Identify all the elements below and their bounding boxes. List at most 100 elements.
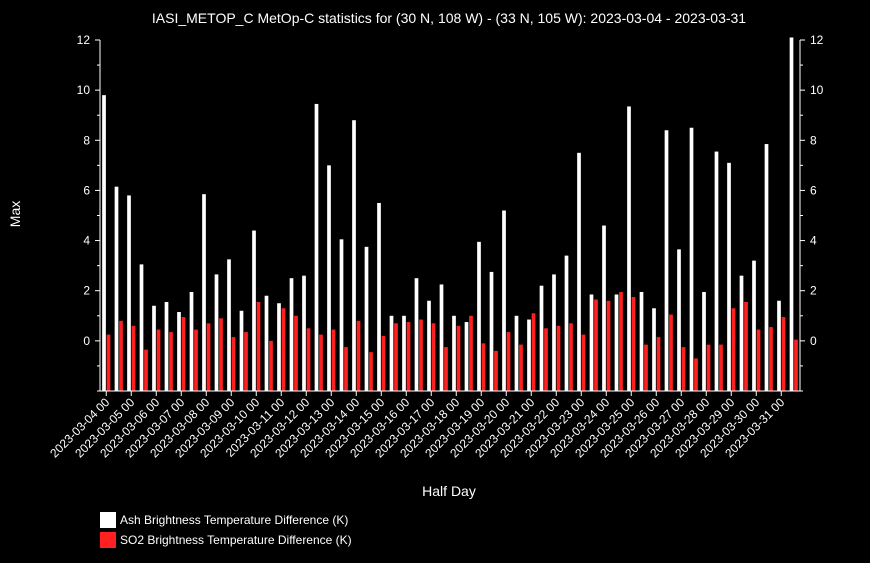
bars-layer: [102, 37, 798, 392]
so2-bar-24: [406, 322, 411, 391]
ash-bar-3: [139, 264, 144, 391]
so2-bar-46: [681, 347, 686, 392]
ash-bar-6: [177, 312, 181, 391]
so2-bar-2: [131, 325, 136, 391]
ash-bar-20: [352, 120, 356, 391]
so2-bar-1: [119, 320, 123, 391]
so2-bar-3: [144, 349, 148, 391]
so2-bar-4: [156, 329, 161, 391]
ash-bar-54: [777, 300, 781, 391]
ash-bar-26: [427, 300, 431, 391]
ash-bar-23: [389, 315, 394, 391]
so2-bar-52: [756, 329, 761, 391]
ash-bar-51: [739, 275, 744, 391]
legend-swatch-ash: [100, 512, 116, 528]
y-ticks-layer: 0 0 2 2 4 4 6 6 8 8 10 10 12 12: [77, 33, 824, 392]
ash-bar-17: [314, 103, 319, 392]
ash-bar-29: [464, 322, 469, 391]
ash-bar-46: [677, 249, 681, 391]
legend: Ash Brightness Temperature Difference (K…: [100, 512, 352, 548]
ash-bar-41: [614, 294, 619, 391]
legend-label-ash: Ash Brightness Temperature Difference (K…: [120, 513, 348, 527]
y-tick-label-right: 2: [810, 284, 817, 298]
ash-bar-48: [702, 291, 706, 391]
so2-bar-26: [431, 323, 436, 391]
ash-bar-11: [239, 310, 244, 391]
ash-bar-36: [552, 274, 556, 391]
so2-bar-7: [194, 329, 198, 391]
so2-bar-5: [169, 332, 173, 391]
y-tick-label-right: 10: [810, 83, 824, 97]
y-tick-label-left: 2: [83, 284, 90, 298]
so2-bar-51: [744, 302, 748, 391]
chart-title: IASI_METOP_C MetOp-C statistics for (30 …: [152, 10, 746, 26]
ash-bar-38: [577, 152, 581, 391]
x-axis-label: Half Day: [422, 483, 476, 499]
ash-bar-14: [277, 303, 281, 391]
so2-bar-37: [569, 323, 573, 391]
so2-bar-25: [419, 319, 423, 391]
so2-bar-47: [694, 358, 698, 391]
ash-bar-27: [439, 284, 444, 391]
ash-bar-8: [202, 194, 206, 391]
so2-bar-36: [556, 325, 561, 391]
y-tick-label-left: 12: [77, 33, 91, 47]
ash-bar-42: [627, 106, 631, 391]
ash-bar-7: [189, 291, 194, 391]
so2-bar-40: [606, 300, 611, 391]
so2-bar-17: [319, 334, 323, 391]
y-tick-label-right: 12: [810, 33, 824, 47]
ash-bar-43: [639, 291, 644, 391]
ash-bar-0: [102, 95, 106, 391]
so2-bar-33: [519, 344, 523, 391]
ash-bar-39: [589, 294, 594, 391]
y-tick-label-left: 8: [83, 133, 90, 147]
so2-bar-35: [544, 328, 548, 391]
y-tick-label-right: 0: [810, 334, 817, 348]
so2-bar-12: [256, 302, 261, 391]
so2-bar-18: [331, 329, 336, 391]
so2-bar-9: [219, 318, 223, 391]
y-tick-label-right: 6: [810, 183, 817, 197]
so2-bar-42: [631, 296, 636, 391]
ash-bar-2: [127, 195, 131, 391]
ash-bar-21: [364, 246, 369, 391]
ash-bar-16: [302, 275, 306, 391]
so2-bar-38: [581, 334, 586, 391]
so2-bar-50: [731, 308, 736, 391]
so2-bar-0: [106, 334, 111, 391]
ash-bar-34: [527, 319, 531, 391]
so2-bar-27: [444, 347, 448, 392]
so2-bar-20: [356, 320, 361, 391]
so2-bar-16: [306, 328, 311, 391]
ash-bar-24: [402, 315, 406, 391]
ash-bar-50: [727, 162, 731, 391]
so2-bar-21: [369, 352, 373, 391]
y-tick-label-left: 10: [77, 83, 91, 97]
ash-bar-55: [789, 37, 794, 392]
y-tick-label-right: 4: [810, 234, 817, 248]
legend-label-so2: SO2 Brightness Temperature Difference (K…: [120, 533, 352, 547]
so2-bar-54: [781, 317, 786, 391]
y-tick-label-left: 0: [83, 334, 90, 348]
ash-bar-1: [114, 186, 119, 391]
ash-bar-32: [502, 210, 506, 391]
so2-bar-32: [506, 332, 511, 391]
so2-bar-34: [531, 313, 536, 391]
ash-bar-45: [664, 130, 669, 391]
ash-bar-13: [264, 295, 269, 391]
ash-bar-4: [152, 305, 156, 391]
ash-bar-30: [477, 241, 481, 391]
ash-bar-31: [489, 271, 494, 391]
ash-bar-12: [252, 230, 256, 391]
ash-bar-52: [752, 260, 756, 391]
so2-bar-28: [456, 325, 461, 391]
ash-bar-25: [414, 278, 419, 391]
ash-bar-28: [452, 315, 456, 391]
so2-bar-53: [769, 327, 773, 391]
so2-bar-41: [619, 291, 623, 391]
so2-bar-45: [669, 314, 673, 391]
